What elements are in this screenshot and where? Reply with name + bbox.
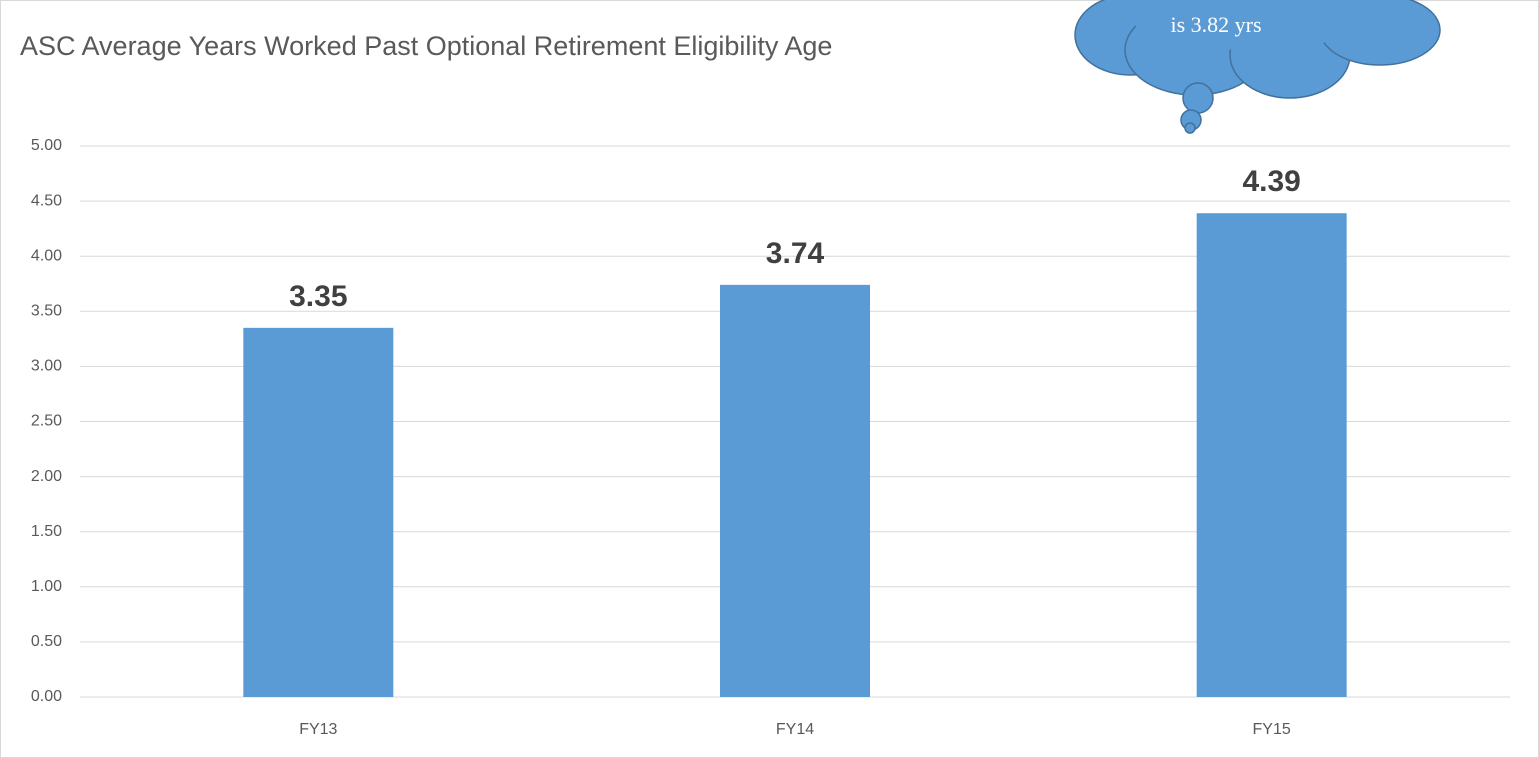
bar	[720, 284, 870, 697]
callout-text: is 3.82 yrs	[1170, 12, 1261, 37]
y-tick-label: 5.00	[31, 137, 62, 154]
data-label: 3.74	[766, 237, 825, 270]
x-tick-label: FY13	[299, 721, 337, 738]
y-tick-label: 1.00	[31, 578, 62, 595]
y-tick-label: 0.00	[31, 688, 62, 705]
data-label: 3.35	[289, 280, 347, 313]
y-tick-label: 3.50	[31, 303, 62, 320]
data-label: 4.39	[1242, 165, 1300, 198]
bar	[1196, 213, 1347, 698]
y-tick-label: 0.50	[31, 633, 62, 650]
bar	[243, 327, 394, 697]
y-tick-label: 1.50	[31, 523, 62, 540]
y-tick-label: 3.00	[31, 358, 62, 375]
y-tick-label: 2.00	[31, 468, 62, 485]
callout-cloud	[1074, 0, 1441, 134]
y-tick-label: 4.00	[31, 247, 62, 264]
y-tick-label: 2.50	[31, 413, 62, 430]
chart-title: ASC Average Years Worked Past Optional R…	[20, 31, 832, 61]
y-tick-label: 4.50	[31, 192, 62, 209]
x-tick-label: FY15	[1253, 721, 1291, 738]
x-tick-label: FY14	[776, 721, 814, 738]
